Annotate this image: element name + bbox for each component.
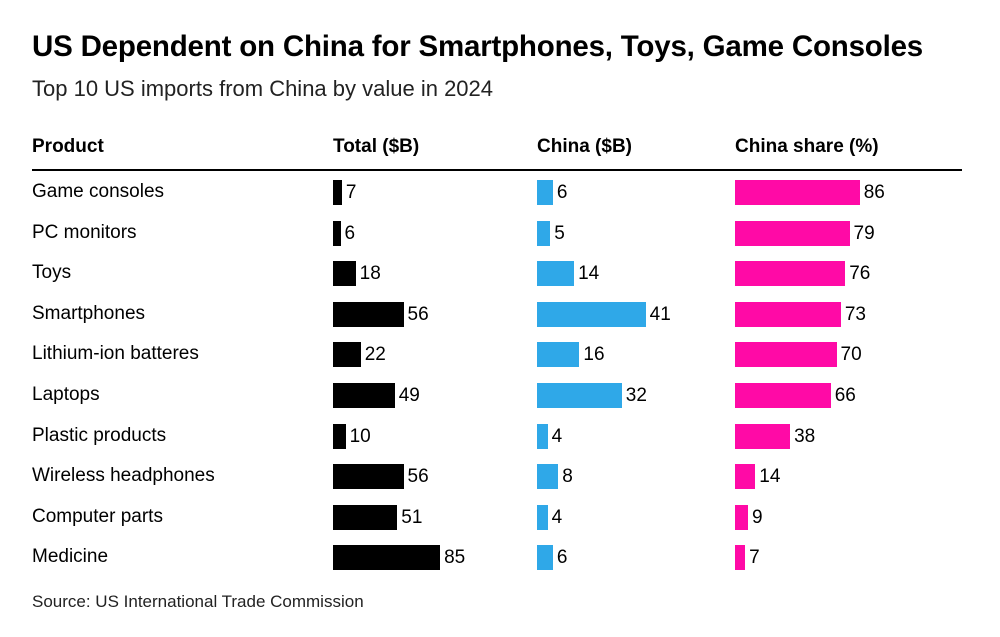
share-bar — [735, 220, 850, 246]
row-label: Wireless headphones — [32, 465, 215, 487]
source-note: Source: US International Trade Commissio… — [32, 592, 364, 611]
total-bar — [333, 342, 361, 368]
row-label: PC monitors — [32, 221, 137, 243]
china-bar — [537, 261, 575, 287]
row-label: Medicine — [32, 546, 109, 568]
column-header-total: Total ($B) — [333, 136, 420, 157]
china-bar — [537, 220, 551, 246]
row-label: Laptops — [32, 384, 100, 405]
total-bar — [333, 464, 404, 490]
share-value-label: 38 — [794, 425, 816, 447]
row-label: Lithium-ion batteres — [32, 343, 199, 365]
share-bar — [735, 423, 791, 449]
table-row: Smartphones 56 41 73 — [0, 301, 1000, 342]
table-row: PC monitors 6 5 79 — [0, 220, 1000, 261]
total-value-label: 56 — [407, 303, 429, 325]
share-bar — [735, 545, 746, 571]
share-bar — [735, 383, 831, 408]
row-label: Plastic products — [32, 424, 167, 446]
china-value-label: 41 — [649, 303, 671, 325]
row-label: Smartphones — [32, 302, 146, 324]
total-value-label: 56 — [407, 466, 429, 488]
share-value-label: 70 — [840, 344, 862, 366]
china-value-label: 8 — [562, 466, 573, 488]
total-value-label: 51 — [401, 506, 423, 528]
table-row: Toys 18 14 76 — [0, 261, 1000, 301]
column-header-product: Product — [32, 136, 104, 157]
share-value-label: 66 — [834, 385, 856, 406]
china-bar — [537, 423, 548, 449]
china-bar — [537, 180, 553, 205]
chart-subtitle: Top 10 US imports from China by value in… — [32, 76, 494, 101]
total-bar — [333, 180, 342, 205]
china-value-label: 6 — [556, 182, 568, 203]
china-value-label: 16 — [583, 344, 605, 366]
total-bar — [333, 383, 395, 408]
chart-title: US Dependent on China for Smartphones, T… — [32, 30, 924, 63]
china-bar — [537, 383, 622, 408]
total-bar — [333, 301, 404, 327]
share-bar — [735, 180, 860, 205]
china-bar — [537, 301, 646, 327]
table-row: Medicine 85 6 7 — [0, 545, 1000, 585]
share-value-label: 76 — [849, 263, 871, 285]
table-row: Plastic products 10 4 38 — [0, 423, 1000, 464]
column-header-share: China share (%) — [735, 136, 879, 157]
table-row: Laptops 49 32 66 — [0, 383, 1000, 423]
share-bar — [735, 301, 841, 327]
share-value-label: 86 — [863, 182, 885, 203]
table-row: Lithium-ion batteres 22 16 70 — [0, 342, 1000, 382]
share-value-label: 79 — [853, 222, 875, 244]
china-bar — [537, 464, 559, 490]
share-value-label: 7 — [749, 547, 760, 569]
china-value-label: 14 — [578, 263, 600, 285]
column-header-china: China ($B) — [537, 136, 632, 157]
china-bar — [537, 504, 548, 530]
table-row: Wireless headphones 56 8 14 — [0, 464, 1000, 504]
total-value-label: 7 — [345, 182, 357, 203]
total-bar — [333, 261, 356, 287]
china-value-label: 5 — [554, 222, 565, 244]
share-bar — [735, 504, 749, 530]
row-label: Game consoles — [32, 181, 165, 202]
share-value-label: 73 — [844, 303, 866, 325]
china-value-label: 6 — [556, 547, 568, 569]
total-bar — [333, 423, 346, 449]
china-value-label: 4 — [551, 425, 563, 447]
total-bar — [333, 504, 398, 530]
share-value-label: 9 — [752, 506, 763, 528]
table-row: Game consoles 7 6 86 — [0, 180, 1000, 220]
total-bar — [333, 220, 341, 246]
china-bar — [537, 342, 580, 368]
china-value-label: 32 — [625, 385, 647, 406]
share-value-label: 14 — [759, 466, 781, 488]
total-bar — [333, 545, 441, 571]
china-bar — [537, 545, 553, 571]
china-value-label: 4 — [551, 506, 563, 528]
total-value-label: 85 — [444, 547, 466, 569]
share-bar — [735, 464, 756, 490]
header-rule — [32, 169, 962, 171]
row-label: Toys — [32, 262, 72, 284]
table-row: Computer parts 51 4 9 — [0, 504, 1000, 545]
row-label: Computer parts — [32, 505, 163, 527]
total-value-label: 22 — [364, 344, 386, 366]
share-bar — [735, 342, 837, 368]
total-value-label: 6 — [344, 222, 356, 244]
share-bar — [735, 261, 846, 287]
total-value-label: 10 — [349, 425, 371, 447]
total-value-label: 49 — [398, 385, 420, 406]
total-value-label: 18 — [359, 263, 381, 285]
